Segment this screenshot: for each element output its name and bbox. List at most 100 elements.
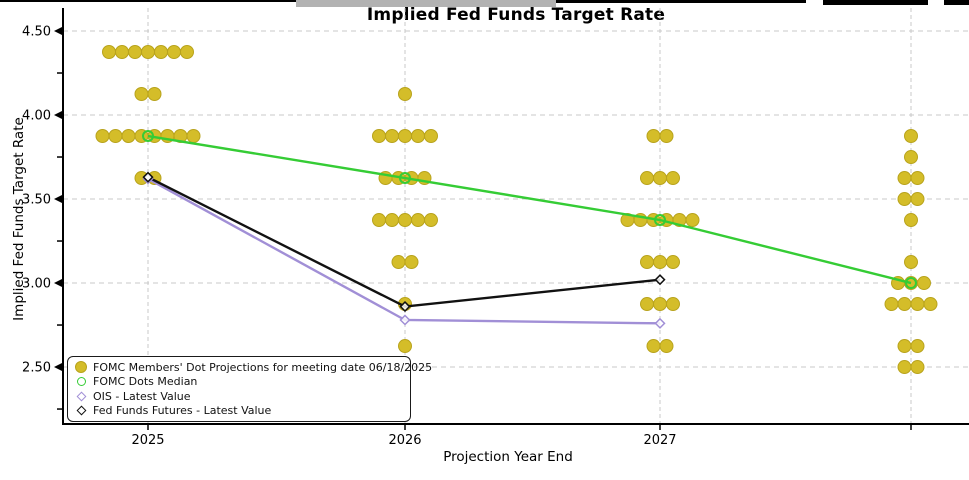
filled-circle-icon	[75, 361, 87, 374]
y-tick-label: 3.50	[22, 193, 51, 208]
legend-item-label: Fed Funds Futures - Latest Value	[93, 404, 272, 418]
open-circle-icon	[75, 377, 87, 387]
fomc-dot	[904, 255, 918, 270]
fomc-dot	[128, 45, 142, 60]
fomc-dot	[640, 297, 654, 312]
ois-marker	[654, 317, 666, 329]
fomc-dot	[897, 360, 912, 375]
legend-item-label: FOMC Dots Median	[93, 375, 198, 389]
x-tick-label: 2026	[388, 433, 421, 448]
fomc-dot	[385, 213, 399, 228]
fomc-dot	[115, 45, 129, 60]
fomc-dot	[897, 171, 912, 186]
legend-item-ois: OIS - Latest Value	[75, 389, 403, 404]
fomc-dot	[897, 192, 912, 207]
fomc-dot	[102, 45, 116, 60]
x-tick-label: 2025	[131, 433, 164, 448]
fomc-dot	[391, 255, 406, 270]
fomc-dot	[666, 171, 680, 186]
futures-line	[147, 176, 661, 308]
fomc-dot	[884, 297, 899, 312]
fomc-dot	[910, 192, 925, 207]
fomc-dot	[398, 129, 412, 144]
window-chrome-line	[556, 0, 806, 3]
fomc-dot	[653, 255, 667, 270]
fomc-dot	[897, 339, 912, 354]
y-tick-arrow	[54, 26, 63, 36]
fomc-dot	[372, 129, 386, 144]
median-marker	[654, 214, 666, 227]
x-axis-label: Projection Year End	[443, 449, 573, 465]
y-tick-arrow	[54, 194, 63, 204]
y-tick-arrow	[54, 110, 63, 120]
fomc-dot	[424, 129, 438, 144]
fomc-dot	[404, 255, 419, 270]
fomc-dot	[372, 213, 386, 228]
fomc-dot	[398, 213, 412, 228]
fomc-dot	[653, 171, 667, 186]
fomc-dot	[411, 213, 425, 228]
window-chrome-line	[944, 0, 969, 5]
fomc-dot	[653, 297, 667, 312]
window-chrome-bar	[296, 0, 556, 7]
legend-item-dot-projections: FOMC Members' Dot Projections for meetin…	[75, 360, 432, 375]
median-line	[147, 134, 912, 285]
fomc-dot	[646, 129, 661, 144]
y-tick-label: 2.50	[22, 361, 51, 376]
y-tick-label: 4.00	[22, 109, 51, 124]
futures-marker	[142, 171, 154, 183]
fomc-dot	[910, 360, 925, 375]
futures-marker	[399, 300, 411, 313]
fomc-dot	[910, 339, 925, 354]
median-marker	[905, 277, 917, 290]
fomc-dot	[923, 297, 938, 312]
median-marker	[142, 130, 154, 143]
fomc-dot	[411, 129, 425, 144]
window-chrome-line	[823, 0, 928, 5]
open-diamond-icon	[75, 405, 87, 416]
fomc-dot	[134, 87, 149, 102]
ois-marker	[399, 314, 411, 326]
median-marker	[399, 172, 411, 185]
fomc-dot	[666, 297, 680, 312]
fomc-dot	[917, 276, 931, 291]
fomc-dot	[398, 339, 412, 354]
fomc-dot	[186, 129, 201, 144]
fomc-dot	[398, 87, 412, 102]
legend-item-fed-funds-futures: Fed Funds Futures - Latest Value	[75, 404, 403, 419]
fomc-dot	[141, 45, 155, 60]
fomc-dot	[147, 87, 162, 102]
fomc-dot	[95, 129, 110, 144]
fomc-dot	[910, 171, 925, 186]
fomc-dot	[108, 129, 123, 144]
y-tick-label: 3.00	[22, 277, 51, 292]
fomc-dot	[666, 255, 680, 270]
fomc-dot	[904, 213, 918, 228]
fomc-dot	[167, 45, 181, 60]
y-tick-arrow	[54, 278, 63, 288]
fomc-dot	[904, 129, 918, 144]
fomc-dot	[904, 150, 918, 165]
fomc-dot	[385, 129, 399, 144]
fomc-dot	[121, 129, 136, 144]
legend-item-label: FOMC Members' Dot Projections for meetin…	[93, 360, 433, 374]
fomc-dot	[910, 297, 925, 312]
y-tick-label: 4.50	[22, 25, 51, 40]
x-tick-label: 2027	[643, 433, 676, 448]
futures-marker	[654, 274, 666, 286]
fomc-dot	[897, 297, 912, 312]
window-chrome-line	[0, 0, 558, 2]
fomc-dot	[659, 339, 674, 354]
legend-item-label: OIS - Latest Value	[93, 389, 191, 403]
fomc-dot	[180, 45, 194, 60]
legend-item-fomc-median: FOMC Dots Median	[75, 375, 403, 390]
fomc-dot	[424, 213, 438, 228]
fomc-dot	[640, 171, 654, 186]
chart-title: Implied Fed Funds Target Rate	[366, 5, 666, 25]
open-diamond-icon	[75, 391, 87, 402]
fomc-dot	[685, 213, 700, 228]
legend-box: FOMC Members' Dot Projections for meetin…	[67, 356, 432, 422]
fomc-dot	[154, 45, 168, 60]
